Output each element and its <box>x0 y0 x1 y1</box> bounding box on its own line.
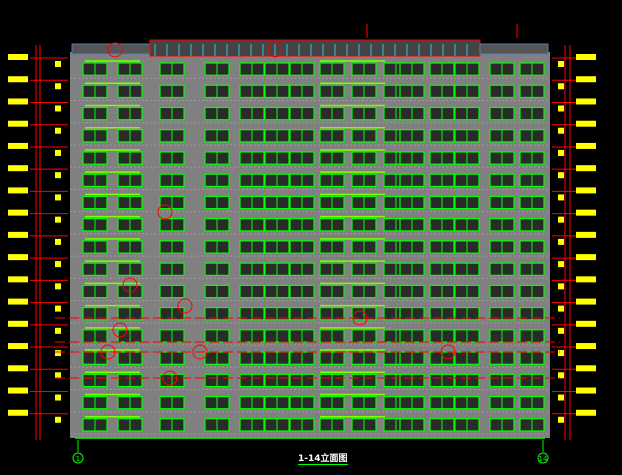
level-label-right <box>576 254 596 261</box>
level-tick-right <box>558 283 564 290</box>
level-tick-left <box>55 61 61 67</box>
level-tick-left <box>55 372 61 379</box>
roof-parapet-left <box>71 43 151 55</box>
detail-callout <box>177 298 193 314</box>
level-label-left <box>8 343 28 350</box>
level-tick-right <box>558 305 564 312</box>
level-label-left <box>8 409 28 416</box>
level-tick-right <box>558 238 564 245</box>
level-label-left <box>8 276 28 283</box>
level-tick-left <box>55 105 61 112</box>
level-label-right <box>576 98 596 105</box>
level-tick-right <box>558 350 564 357</box>
level-label-right <box>576 142 596 149</box>
detail-callout <box>122 277 138 293</box>
level-tick-right <box>558 127 564 134</box>
level-tick-left <box>55 172 61 179</box>
level-tick-right <box>558 194 564 201</box>
detail-callout <box>112 322 128 338</box>
level-tick-right <box>558 394 564 401</box>
level-label-right <box>576 76 596 83</box>
level-label-left <box>8 298 28 305</box>
level-label-right <box>576 54 596 60</box>
level-tick-right <box>558 172 564 179</box>
level-label-left <box>8 209 28 216</box>
detail-callout <box>157 204 173 220</box>
level-label-right <box>576 209 596 216</box>
level-label-left <box>8 54 28 60</box>
drawing-title: 1-14立面图 <box>298 454 348 465</box>
level-label-left <box>8 187 28 194</box>
level-tick-right <box>558 327 564 334</box>
detail-callout <box>267 42 283 58</box>
roof-parapet-right <box>479 43 549 55</box>
level-tick-right <box>558 105 564 112</box>
level-label-left <box>8 365 28 372</box>
detail-callout <box>100 344 116 360</box>
level-tick-left <box>55 350 61 357</box>
level-label-right <box>576 231 596 238</box>
level-label-left <box>8 254 28 261</box>
level-tick-right <box>558 61 564 67</box>
level-tick-left <box>55 83 61 90</box>
level-tick-left <box>55 416 61 423</box>
level-tick-left <box>55 149 61 156</box>
level-tick-right <box>558 216 564 223</box>
level-label-left <box>8 76 28 83</box>
level-tick-left <box>55 238 61 245</box>
level-label-left <box>8 165 28 172</box>
level-label-left <box>8 231 28 238</box>
detail-callout <box>192 344 208 360</box>
level-tick-left <box>55 194 61 201</box>
level-label-right <box>576 276 596 283</box>
level-tick-right <box>558 83 564 90</box>
level-label-left <box>8 98 28 105</box>
level-tick-right <box>558 416 564 423</box>
detail-callout <box>352 310 368 326</box>
level-tick-left <box>55 261 61 268</box>
axis-label-right: 14 <box>539 455 548 463</box>
level-label-right <box>576 298 596 305</box>
level-label-right <box>576 365 596 372</box>
level-label-right <box>576 343 596 350</box>
level-tick-right <box>558 372 564 379</box>
level-tick-left <box>55 394 61 401</box>
level-label-left <box>8 320 28 327</box>
detail-callout <box>162 370 178 386</box>
level-tick-left <box>55 216 61 223</box>
level-label-right <box>576 187 596 194</box>
level-tick-left <box>55 305 61 312</box>
level-tick-left <box>55 283 61 290</box>
level-label-left <box>8 120 28 127</box>
level-tick-left <box>55 327 61 334</box>
level-label-left <box>8 142 28 149</box>
axis-bubble-left <box>72 452 84 464</box>
detail-callout <box>440 344 456 360</box>
level-tick-right <box>558 149 564 156</box>
level-label-right <box>576 387 596 394</box>
axis-label-left: 1 <box>76 455 80 463</box>
level-tick-right <box>558 261 564 268</box>
level-label-right <box>576 120 596 127</box>
level-tick-left <box>55 127 61 134</box>
level-label-right <box>576 165 596 172</box>
detail-callout <box>107 42 123 58</box>
axis-bubble-right <box>537 452 549 464</box>
level-label-right <box>576 409 596 416</box>
level-label-left <box>8 387 28 394</box>
level-label-right <box>576 320 596 327</box>
